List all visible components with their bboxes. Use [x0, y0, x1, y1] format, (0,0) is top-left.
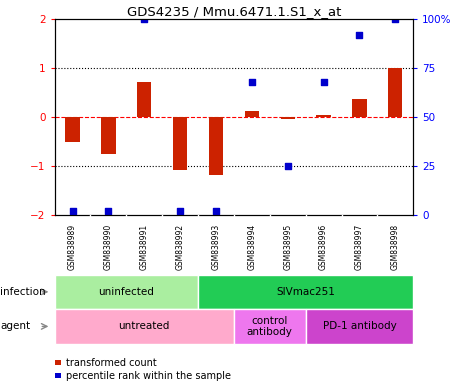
Text: transformed count: transformed count [66, 358, 157, 368]
Bar [55, 360, 61, 366]
Bar [55, 275, 198, 309]
Bar [66, 117, 80, 142]
Bar [209, 117, 223, 175]
Text: GSM838994: GSM838994 [247, 224, 257, 270]
Text: GSM838998: GSM838998 [391, 224, 400, 270]
Point [212, 208, 220, 214]
Text: PD-1 antibody: PD-1 antibody [323, 321, 396, 331]
Point [356, 32, 363, 38]
Text: GSM838990: GSM838990 [104, 224, 113, 270]
Text: GSM838993: GSM838993 [211, 224, 220, 270]
Point [391, 16, 399, 22]
Text: percentile rank within the sample: percentile rank within the sample [66, 371, 231, 381]
Point [284, 163, 292, 169]
Bar [316, 115, 331, 117]
Text: GSM838991: GSM838991 [140, 224, 149, 270]
Bar [245, 111, 259, 117]
Bar [352, 99, 367, 117]
Title: GDS4235 / Mmu.6471.1.S1_x_at: GDS4235 / Mmu.6471.1.S1_x_at [127, 5, 341, 18]
Point [104, 208, 112, 214]
Text: untreated: untreated [119, 321, 170, 331]
Bar [55, 309, 234, 344]
Text: GSM838997: GSM838997 [355, 224, 364, 270]
Bar [55, 373, 61, 378]
Bar [198, 275, 413, 309]
Text: control
antibody: control antibody [247, 316, 293, 337]
Bar [234, 309, 306, 344]
Point [320, 79, 327, 85]
Text: GSM838992: GSM838992 [176, 224, 185, 270]
Text: GSM838996: GSM838996 [319, 224, 328, 270]
Bar [173, 117, 187, 170]
Bar [101, 117, 115, 154]
Bar [281, 117, 295, 119]
Point [141, 16, 148, 22]
Point [176, 208, 184, 214]
Bar [388, 68, 402, 117]
Point [248, 79, 256, 85]
Text: SIVmac251: SIVmac251 [276, 287, 335, 297]
Text: GSM838989: GSM838989 [68, 224, 77, 270]
Text: agent: agent [0, 321, 30, 331]
Bar [137, 82, 152, 117]
Text: uninfected: uninfected [98, 287, 154, 297]
Text: infection: infection [0, 287, 46, 297]
Text: GSM838995: GSM838995 [283, 224, 292, 270]
Point [69, 208, 76, 214]
Bar [306, 309, 413, 344]
